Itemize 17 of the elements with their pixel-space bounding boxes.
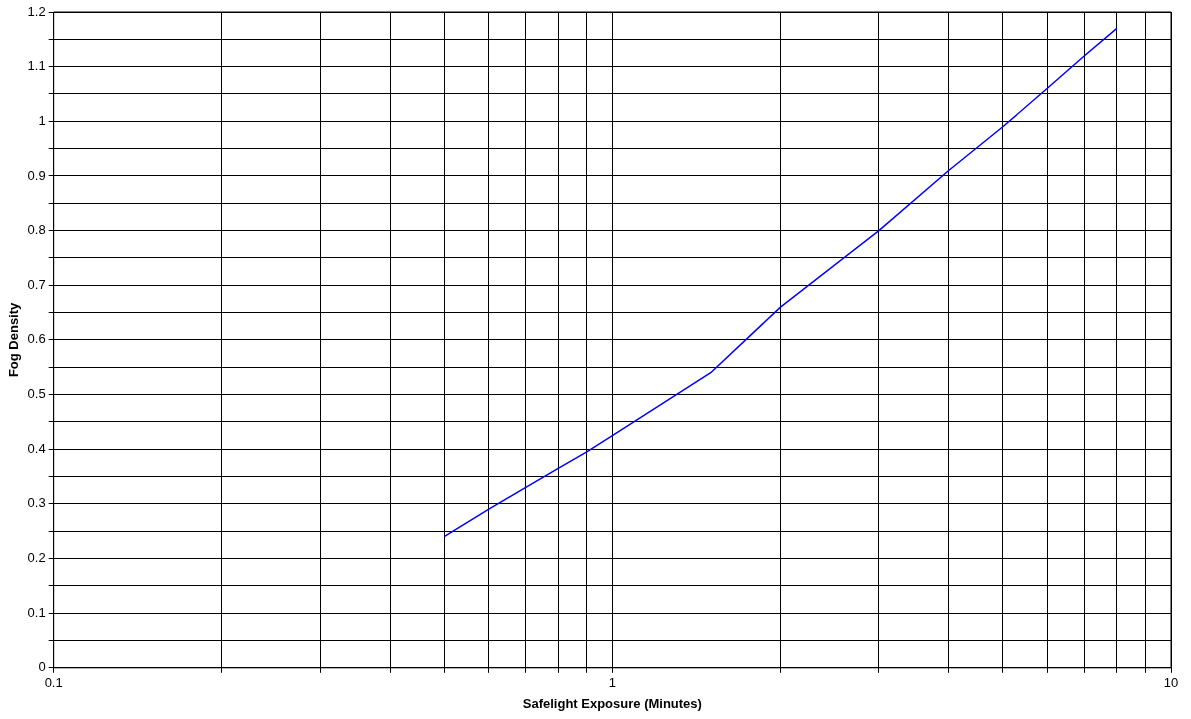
- y-tick-label: 0.6: [27, 331, 46, 347]
- y-tick-label: 0.4: [27, 440, 46, 456]
- y-tick-label: 1.1: [27, 58, 46, 74]
- y-tick-label: 0.2: [27, 550, 46, 566]
- x-axis-title: Safelight Exposure (Minutes): [522, 695, 702, 711]
- y-tick-label: 0.3: [27, 495, 46, 511]
- x-tick-label: 10: [1163, 675, 1179, 691]
- y-tick-label: 0.8: [27, 222, 46, 238]
- y-tick-label: 1: [38, 112, 46, 128]
- y-tick-label: 0.1: [27, 604, 46, 620]
- y-tick-label: 0.9: [27, 167, 46, 183]
- x-tick-label: 1: [608, 675, 616, 691]
- y-tick-label: 0: [38, 659, 46, 675]
- y-tick-label: 1.2: [27, 3, 46, 19]
- y-tick-label: 0.7: [27, 276, 46, 292]
- y-axis-title: Fog Density: [6, 301, 22, 378]
- y-tick-label: 0.5: [27, 386, 46, 402]
